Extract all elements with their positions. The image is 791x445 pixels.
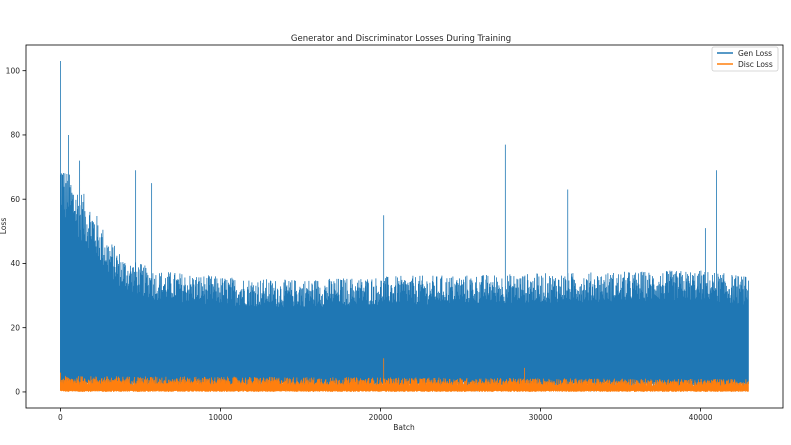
series-disc-loss [60, 358, 749, 392]
x-tick-label: 30000 [529, 413, 553, 422]
y-tick-label: 40 [10, 259, 20, 268]
x-tick-label: 10000 [209, 413, 233, 422]
y-tick-label: 60 [10, 195, 20, 204]
y-axis-label: Loss [0, 218, 8, 235]
x-tick-label: 20000 [369, 413, 393, 422]
series-line [60, 61, 749, 392]
y-tick-label: 80 [10, 131, 20, 140]
series-gen-loss [60, 61, 749, 392]
axes-frame [25, 44, 784, 409]
y-tick-label: 20 [10, 323, 20, 332]
legend: Gen Loss Disc Loss [711, 46, 779, 72]
x-tick-label: 0 [58, 413, 63, 422]
x-tick-label: 40000 [689, 413, 713, 422]
y-axis: 0 20 40 60 80 100 [6, 66, 26, 397]
series-layer [60, 61, 749, 392]
chart-title: Generator and Discriminator Losses Durin… [291, 34, 511, 44]
x-axis-label: Batch [393, 423, 415, 432]
series-line [60, 358, 749, 392]
x-axis: 0 10000 20000 30000 40000 [58, 408, 713, 422]
legend-gen-loss-label: Gen Loss [738, 49, 772, 58]
legend-disc-loss-label: Disc Loss [738, 60, 773, 69]
y-tick-label: 100 [6, 66, 21, 75]
y-tick-label: 0 [15, 388, 20, 397]
